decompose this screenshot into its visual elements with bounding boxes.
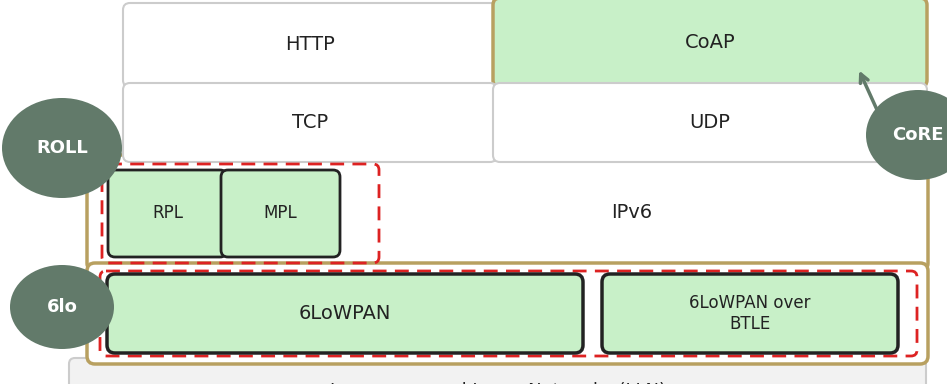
FancyBboxPatch shape — [107, 274, 583, 353]
Text: ROLL: ROLL — [36, 139, 88, 157]
Text: TCP: TCP — [292, 113, 328, 132]
Ellipse shape — [866, 90, 947, 180]
FancyBboxPatch shape — [87, 263, 928, 364]
Text: Low power and Lossy Networks (LLN): Low power and Lossy Networks (LLN) — [330, 382, 666, 384]
Ellipse shape — [10, 265, 114, 349]
FancyBboxPatch shape — [108, 170, 227, 257]
Text: CoAP: CoAP — [685, 33, 735, 52]
FancyBboxPatch shape — [493, 83, 927, 162]
Text: IPv6: IPv6 — [611, 204, 652, 222]
Text: HTTP: HTTP — [285, 35, 335, 55]
FancyBboxPatch shape — [602, 274, 898, 353]
FancyBboxPatch shape — [123, 3, 497, 87]
FancyBboxPatch shape — [69, 358, 926, 384]
Ellipse shape — [2, 98, 122, 198]
Text: 6LoWPAN over
BTLE: 6LoWPAN over BTLE — [689, 294, 811, 333]
Text: RPL: RPL — [152, 205, 183, 222]
Text: 6LoWPAN: 6LoWPAN — [299, 304, 391, 323]
FancyBboxPatch shape — [87, 155, 928, 271]
FancyBboxPatch shape — [221, 170, 340, 257]
Text: CoRE: CoRE — [892, 126, 944, 144]
Text: UDP: UDP — [689, 113, 730, 132]
FancyBboxPatch shape — [123, 83, 497, 162]
FancyBboxPatch shape — [493, 0, 927, 87]
Text: MPL: MPL — [263, 205, 297, 222]
Text: 6lo: 6lo — [46, 298, 78, 316]
